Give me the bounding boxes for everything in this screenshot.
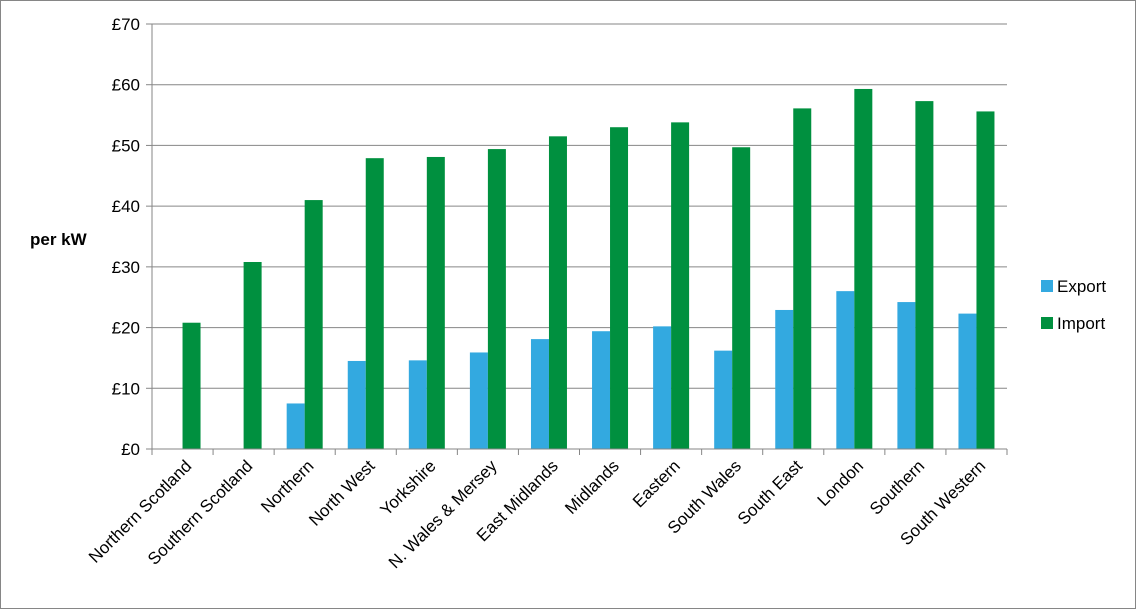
bar-import xyxy=(365,158,384,449)
bar-export xyxy=(897,302,916,449)
x-tick-label: Yorkshire xyxy=(377,456,440,519)
bar-export xyxy=(714,350,733,449)
y-tick-label: £70 xyxy=(112,15,140,34)
x-tick-label: Eastern xyxy=(629,456,684,511)
y-tick-label: £50 xyxy=(112,136,140,155)
bar-import xyxy=(243,262,262,449)
bar-export xyxy=(530,339,549,449)
bar-export xyxy=(347,360,366,449)
y-tick-label: £0 xyxy=(121,440,140,459)
bar-import xyxy=(304,200,323,449)
x-tick-label: N. Wales & Mersey xyxy=(385,456,501,572)
bar-import xyxy=(976,111,995,449)
y-axis-ticks: £0 £10 £20 £30 £40 £50 £60 £70 xyxy=(112,15,152,459)
bar-import xyxy=(671,122,690,449)
y-tick-label: £30 xyxy=(112,258,140,277)
x-tick-label: London xyxy=(814,456,868,510)
y-tick-label: £40 xyxy=(112,197,140,216)
bar-export xyxy=(836,291,855,449)
bar-import xyxy=(487,149,506,450)
legend-label-export: Export xyxy=(1057,277,1106,296)
x-tick-label: Northern xyxy=(257,456,317,516)
bar-export xyxy=(469,352,488,449)
bar-export xyxy=(592,331,611,449)
bars xyxy=(182,88,995,450)
bar-export xyxy=(775,309,794,449)
x-tick-label: North West xyxy=(305,456,379,530)
bar-export xyxy=(653,326,672,449)
bar-import xyxy=(915,101,934,449)
bar-import xyxy=(854,88,873,449)
bar-import xyxy=(182,322,201,449)
x-tick-label: Midlands xyxy=(561,456,623,518)
bar-import xyxy=(426,156,445,449)
bar-import xyxy=(548,136,567,450)
legend-label-import: Import xyxy=(1057,314,1105,333)
bar-import xyxy=(610,127,629,449)
x-tick-label: Southern Scotland xyxy=(144,456,256,568)
y-axis-label: per kW xyxy=(30,230,88,249)
bar-export xyxy=(408,360,427,449)
bar-import xyxy=(732,147,751,449)
legend-swatch-export xyxy=(1041,280,1053,292)
x-tick-label: Northern Scotland xyxy=(85,456,195,566)
legend: Export Import xyxy=(1041,277,1106,333)
bar-import xyxy=(793,108,812,450)
y-tick-label: £10 xyxy=(112,379,140,398)
y-tick-label: £60 xyxy=(112,76,140,95)
x-tick-label: Southern xyxy=(866,456,928,518)
y-tick-label: £20 xyxy=(112,319,140,338)
x-tick-label: South East xyxy=(734,456,806,528)
gridlines xyxy=(152,23,1007,389)
legend-swatch-import xyxy=(1041,317,1053,329)
axes xyxy=(151,24,1008,455)
bar-export xyxy=(286,403,305,449)
bar-export xyxy=(958,313,977,449)
